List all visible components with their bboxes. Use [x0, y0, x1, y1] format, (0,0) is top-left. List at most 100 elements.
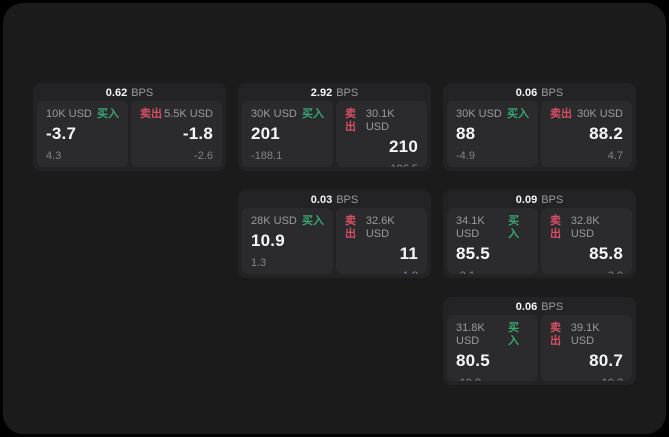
buy-price: 85.5 — [456, 244, 490, 263]
sell-header-row: 卖出 32.6K USD — [345, 215, 418, 241]
buy-header-row: 30K USD 买入 — [251, 108, 324, 121]
buy-panel[interactable]: 30K USD 买入 201 -188.1 — [242, 101, 333, 167]
buy-sub-value: 4.3 — [46, 150, 62, 162]
sell-price: 80.7 — [589, 351, 623, 370]
buy-label: 买入 — [302, 108, 324, 120]
buy-header-row: 31.8K USD 买入 — [456, 322, 529, 348]
bps-unit-label: BPS — [541, 301, 564, 313]
spread-header: 0.06 BPS — [447, 85, 632, 101]
spread-header: 0.62 BPS — [37, 85, 222, 101]
buy-header-row: 10K USD 买入 — [46, 108, 119, 121]
spread-header: 2.92 BPS — [242, 85, 427, 101]
sell-header-row: 卖出 5.5K USD — [140, 108, 213, 121]
sell-sub-value: 4.7 — [607, 150, 623, 162]
bps-unit-label: BPS — [131, 87, 154, 99]
sell-label: 卖出 — [550, 322, 561, 347]
buy-panel[interactable]: 34.1K USD 买入 85.5 -3.1 — [447, 208, 538, 274]
spread-value: 2.92 — [310, 87, 333, 99]
buy-header-row: 28K USD 买入 — [251, 215, 324, 228]
sell-header-row: 卖出 30K USD — [550, 108, 623, 121]
quote-card: 0.03 BPS 28K USD 买入 10.9 1.3 卖出 32.6K US… — [238, 190, 431, 278]
sell-sub-value: 10.2 — [550, 377, 623, 381]
sell-panel[interactable]: 卖出 30.1K USD 210 196.5 — [336, 101, 427, 167]
sell-sub-value: -1.8 — [345, 270, 418, 274]
sell-header-row: 卖出 30.1K USD — [345, 108, 418, 134]
buy-sub-value: -4.9 — [456, 150, 475, 162]
buy-size: 28K USD — [251, 215, 297, 227]
spread-value: 0.62 — [105, 87, 128, 99]
buy-price: 10.9 — [251, 231, 285, 250]
sell-panel[interactable]: 卖出 32.6K USD 11 -1.8 — [336, 208, 427, 274]
bps-unit-label: BPS — [541, 194, 564, 206]
buy-size: 31.8K USD — [456, 322, 485, 347]
sell-panel[interactable]: 卖出 5.5K USD -1.8 -2.6 — [131, 101, 222, 167]
quote-card: 0.09 BPS 34.1K USD 买入 85.5 -3.1 卖出 32.8K… — [443, 190, 636, 278]
spread-value: 0.09 — [515, 194, 538, 206]
sell-header-row: 卖出 39.1K USD — [550, 322, 623, 348]
quote-card: 2.92 BPS 30K USD 买入 201 -188.1 卖出 30.1K … — [238, 83, 431, 171]
spread-header: 0.09 BPS — [447, 192, 632, 208]
buy-sub-value: -10.8 — [456, 377, 529, 381]
sell-label: 卖出 — [140, 108, 162, 120]
sell-label: 卖出 — [550, 215, 561, 240]
sell-sub-value: -2.6 — [194, 150, 213, 162]
buy-panel[interactable]: 30K USD 买入 88 -4.9 — [447, 101, 538, 167]
buy-label: 买入 — [508, 215, 520, 240]
buy-size: 30K USD — [251, 108, 297, 120]
bps-unit-label: BPS — [541, 87, 564, 99]
buy-price: -3.7 — [46, 124, 77, 143]
quote-body: 28K USD 买入 10.9 1.3 卖出 32.6K USD 11 -1.8 — [242, 208, 427, 274]
buy-sub-value: -3.1 — [456, 270, 529, 274]
bps-unit-label: BPS — [336, 194, 359, 206]
sell-panel[interactable]: 卖出 30K USD 88.2 4.7 — [541, 101, 632, 167]
buy-sub-value: 1.3 — [251, 257, 267, 269]
buy-price: 201 — [251, 124, 280, 143]
bps-unit-label: BPS — [336, 87, 359, 99]
sell-size: 5.5K USD — [164, 108, 213, 120]
sell-sub-value: 3.0 — [550, 270, 623, 274]
buy-size: 10K USD — [46, 108, 92, 120]
sell-price: -1.8 — [182, 124, 213, 143]
sell-price: 85.8 — [589, 244, 623, 263]
sell-size: 39.1K USD — [570, 322, 600, 347]
buy-panel[interactable]: 31.8K USD 买入 80.5 -10.8 — [447, 315, 538, 381]
quote-body: 10K USD 买入 -3.7 4.3 卖出 5.5K USD -1.8 -2.… — [37, 101, 222, 167]
sell-size: 30K USD — [577, 108, 623, 120]
buy-size: 30K USD — [456, 108, 502, 120]
quote-card: 0.06 BPS 30K USD 买入 88 -4.9 卖出 30K USD 8… — [443, 83, 636, 171]
quote-body: 30K USD 买入 201 -188.1 卖出 30.1K USD 210 1… — [242, 101, 427, 167]
spread-value: 0.06 — [515, 87, 538, 99]
sell-price: 11 — [399, 244, 418, 263]
quote-card: 0.06 BPS 31.8K USD 买入 80.5 -10.8 卖出 39.1… — [443, 297, 636, 385]
sell-sub-value: 196.5 — [345, 163, 418, 167]
buy-label: 买入 — [97, 108, 119, 120]
buy-price: 80.5 — [456, 351, 490, 370]
spread-value: 0.06 — [515, 301, 538, 313]
quote-body: 31.8K USD 买入 80.5 -10.8 卖出 39.1K USD 80.… — [447, 315, 632, 381]
quote-card: 0.62 BPS 10K USD 买入 -3.7 4.3 卖出 5.5K USD… — [33, 83, 226, 171]
sell-panel[interactable]: 卖出 32.8K USD 85.8 3.0 — [541, 208, 632, 274]
buy-sub-value: -188.1 — [251, 150, 283, 162]
sell-label: 卖出 — [345, 215, 356, 240]
sell-label: 卖出 — [345, 108, 356, 133]
spread-header: 0.03 BPS — [242, 192, 427, 208]
sell-header-row: 卖出 32.8K USD — [550, 215, 623, 241]
buy-panel[interactable]: 28K USD 买入 10.9 1.3 — [242, 208, 333, 274]
quote-body: 34.1K USD 买入 85.5 -3.1 卖出 32.8K USD 85.8… — [447, 208, 632, 274]
buy-panel[interactable]: 10K USD 买入 -3.7 4.3 — [37, 101, 128, 167]
quote-body: 30K USD 买入 88 -4.9 卖出 30K USD 88.2 4.7 — [447, 101, 632, 167]
buy-price: 88 — [456, 124, 476, 143]
buy-label: 买入 — [302, 215, 324, 227]
sell-price: 88.2 — [589, 124, 623, 143]
sell-price: 210 — [389, 137, 418, 156]
buy-label: 买入 — [508, 322, 520, 347]
buy-size: 34.1K USD — [456, 215, 485, 240]
spread-header: 0.06 BPS — [447, 299, 632, 315]
buy-header-row: 30K USD 买入 — [456, 108, 529, 121]
sell-size: 30.1K USD — [365, 108, 395, 133]
sell-label: 卖出 — [550, 108, 572, 120]
sell-panel[interactable]: 卖出 39.1K USD 80.7 10.2 — [541, 315, 632, 381]
spread-value: 0.03 — [310, 194, 333, 206]
sell-size: 32.8K USD — [570, 215, 600, 240]
